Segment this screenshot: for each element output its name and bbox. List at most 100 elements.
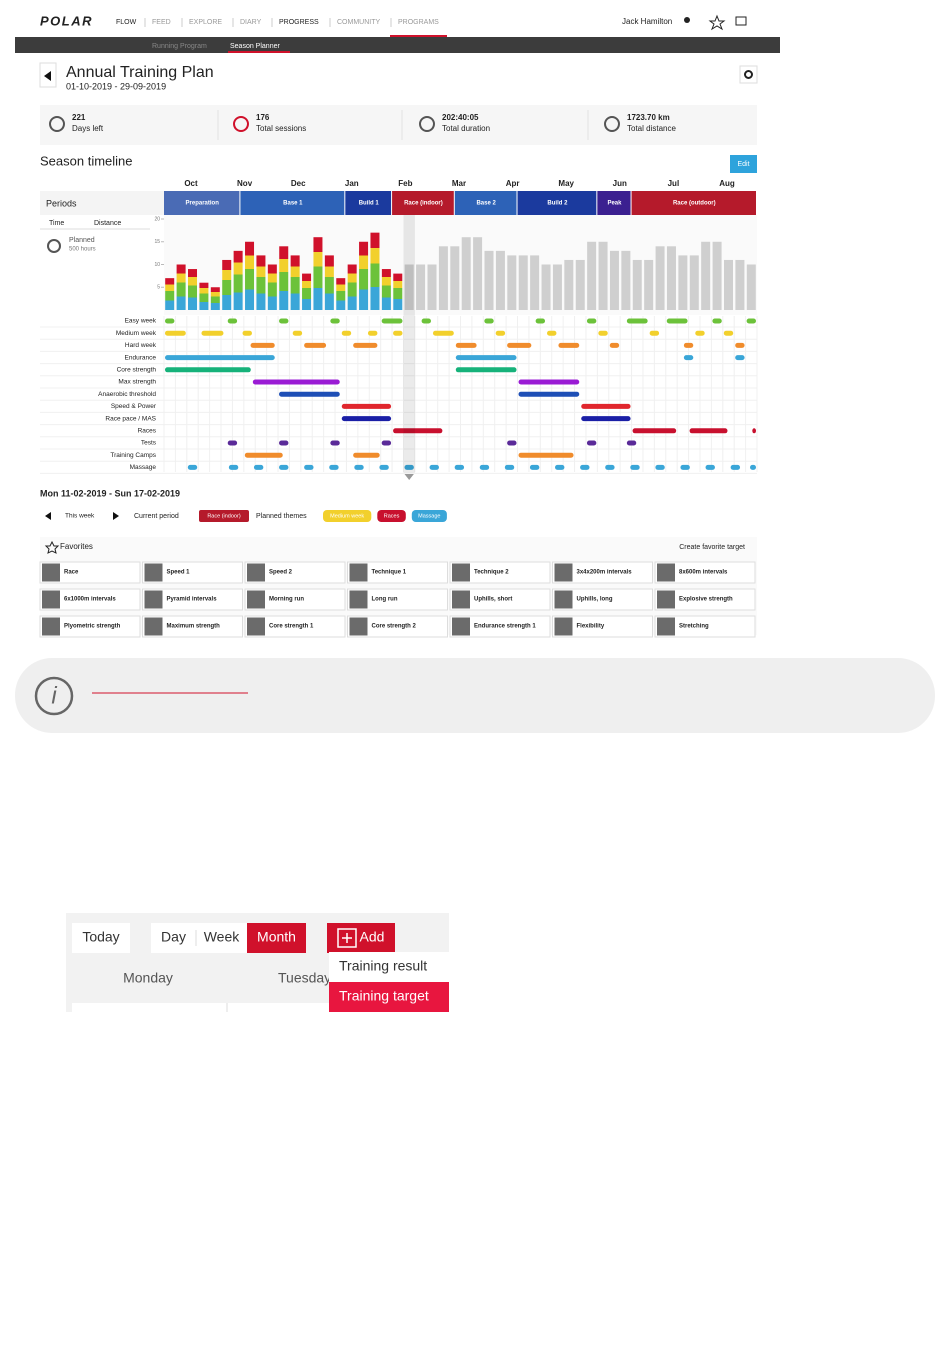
y-tick-label: 20	[154, 216, 160, 222]
nav-item[interactable]: PROGRAMS	[398, 19, 439, 26]
phase-block[interactable]	[517, 191, 597, 215]
add-label[interactable]: Add	[360, 929, 385, 945]
favorite-icon	[452, 617, 470, 636]
favorite-tile[interactable]	[142, 561, 243, 584]
week-bar	[552, 264, 562, 310]
favorite-tile[interactable]	[552, 588, 653, 611]
theme-pill	[580, 464, 590, 470]
message-icon[interactable]	[735, 16, 747, 26]
theme-pill	[242, 330, 252, 336]
favorite-name: Uphills, long	[577, 597, 613, 603]
theme-pill	[455, 367, 517, 373]
favorite-tile[interactable]	[449, 615, 551, 638]
favorite-tile[interactable]	[654, 588, 756, 611]
favorite-tile[interactable]	[654, 615, 756, 638]
favorites-star	[44, 540, 60, 554]
favorite-tile[interactable]	[347, 588, 448, 611]
week-bar	[689, 255, 699, 310]
week-bar	[233, 250, 243, 310]
unit-tab[interactable]: Time	[49, 220, 64, 227]
theme-pill	[507, 440, 517, 446]
week-bar	[450, 246, 460, 310]
week-bar	[381, 269, 391, 310]
theme-pill	[626, 318, 648, 324]
favorite-tile[interactable]	[39, 561, 141, 584]
theme-pill	[484, 318, 494, 324]
today-label[interactable]: Today	[82, 929, 119, 945]
today-button[interactable]	[72, 923, 130, 953]
nav-item[interactable]: DIARY	[240, 19, 262, 26]
periods-label-bg	[40, 191, 164, 215]
week-bar	[735, 259, 745, 310]
theme-pill	[666, 318, 688, 324]
week-bar	[678, 255, 688, 310]
phase-block[interactable]	[164, 191, 240, 215]
day-header: Monday	[123, 970, 173, 986]
favorite-tile[interactable]	[654, 561, 756, 584]
favorite-tile[interactable]	[347, 615, 448, 638]
menu-item[interactable]: Training result	[339, 958, 427, 974]
edit-label[interactable]: Edit	[737, 161, 749, 168]
theme-pill	[279, 464, 289, 470]
user-name[interactable]: Jack Hamilton	[622, 17, 672, 26]
gear-icon	[744, 70, 753, 79]
prev-week-arrow[interactable]	[45, 512, 51, 520]
phase-label: Race (indoor)	[404, 201, 443, 207]
phase-block[interactable]	[345, 191, 392, 215]
planned-themes-label: Planned themes	[256, 513, 307, 520]
favorite-tile[interactable]	[244, 615, 346, 638]
menu-item[interactable]: Training target	[339, 988, 429, 1004]
this-week-link[interactable]: This week	[65, 513, 95, 520]
create-favorite-link[interactable]: Create favorite target	[679, 544, 745, 551]
subnav-item[interactable]: Running Program	[152, 43, 207, 50]
favorite-tile[interactable]	[449, 561, 551, 584]
star-icon[interactable]	[708, 14, 726, 31]
week-bar	[587, 241, 597, 310]
nav-item[interactable]: FEED	[152, 19, 171, 26]
favorite-tile[interactable]	[39, 615, 141, 638]
day-header: Tuesday	[278, 970, 331, 986]
month-label: Oct	[184, 179, 198, 188]
next-week-arrow[interactable]	[113, 512, 119, 520]
phase-block[interactable]	[631, 191, 756, 215]
favorite-tile[interactable]	[244, 561, 346, 584]
theme-pill	[655, 464, 665, 470]
theme-badge-text: Massage	[418, 513, 440, 519]
favorite-tile[interactable]	[244, 588, 346, 611]
favorite-tile[interactable]	[449, 588, 551, 611]
theme-pill	[187, 464, 198, 470]
favorite-tile[interactable]	[347, 561, 448, 584]
phase-block[interactable]	[597, 191, 631, 215]
subnav-item[interactable]: Season Planner	[230, 43, 280, 50]
phase-block[interactable]	[240, 191, 345, 215]
nav-item[interactable]: COMMUNITY	[337, 19, 380, 26]
edit-button[interactable]	[730, 155, 757, 173]
month-label: Nov	[237, 179, 253, 188]
view-button[interactable]: Day	[161, 929, 186, 945]
week-bar	[427, 264, 437, 310]
nav-item[interactable]: FLOW	[116, 19, 137, 26]
favorite-icon	[247, 563, 265, 582]
nav-item[interactable]: PROGRESS	[279, 19, 319, 26]
week-bar	[267, 264, 277, 310]
phase-block[interactable]	[392, 191, 454, 215]
theme-pill	[535, 318, 546, 324]
calendar-row	[72, 1003, 449, 1012]
favorite-icon	[247, 590, 265, 609]
unit-tab[interactable]: Distance	[94, 220, 121, 227]
favorite-tile[interactable]	[552, 561, 653, 584]
favorite-tile[interactable]	[39, 588, 141, 611]
view-button[interactable]: Week	[204, 929, 241, 945]
stat-value: 176	[256, 113, 270, 122]
theme-label: Medium week	[116, 330, 157, 337]
favorite-tile[interactable]	[142, 588, 243, 611]
favorite-tile[interactable]	[552, 615, 653, 638]
view-button[interactable]: Month	[257, 929, 296, 945]
phase-block[interactable]	[454, 191, 517, 215]
nav-item[interactable]: EXPLORE	[189, 19, 222, 26]
week-bar	[336, 278, 346, 310]
y-tick-label: 15	[154, 239, 160, 245]
favorite-tile[interactable]	[142, 615, 243, 638]
settings-button[interactable]	[739, 65, 758, 84]
brand-logo: POLAR	[40, 13, 93, 28]
